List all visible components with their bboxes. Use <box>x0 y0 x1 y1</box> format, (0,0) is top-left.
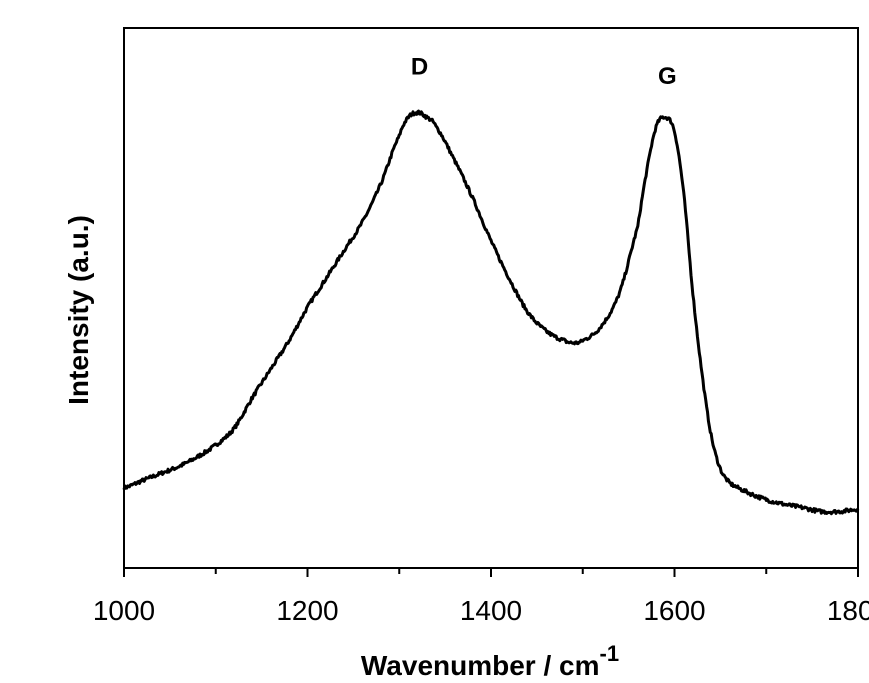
x-axis-tick-labels: 1000 1200 1400 1600 1800 <box>93 595 869 626</box>
y-axis-title: Intensity (a.u.) <box>63 215 94 405</box>
x-tick-label: 1400 <box>460 595 522 626</box>
peak-label-d: D <box>411 54 428 81</box>
peak-label-g: G <box>658 63 677 90</box>
x-axis-title: Wavenumber / cm-1 <box>361 641 619 681</box>
x-tick-label: 1600 <box>643 595 705 626</box>
x-tick-label: 1000 <box>93 595 155 626</box>
plot-frame <box>123 27 859 569</box>
x-tick-label: 1200 <box>276 595 338 626</box>
x-axis-title-superscript: -1 <box>600 641 620 666</box>
x-axis-title-text: Wavenumber / cm <box>361 650 600 681</box>
x-tick-label: 1800 <box>827 595 869 626</box>
x-axis-ticks <box>123 568 859 577</box>
spectrum-line <box>122 109 860 516</box>
